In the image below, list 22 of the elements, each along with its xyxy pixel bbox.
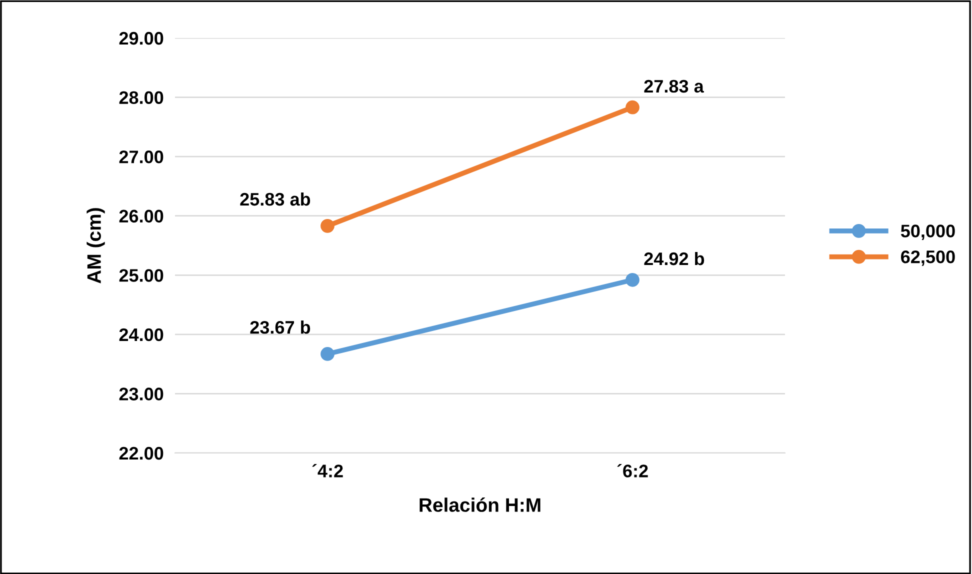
legend-label: 62,500 — [901, 250, 955, 266]
y-tick-label: 26.00 — [119, 210, 164, 223]
y-tick-label: 23.00 — [119, 388, 164, 400]
data-label: 24.92 b — [644, 252, 704, 266]
y-axis-title: AM (cm) — [86, 208, 105, 284]
x-tick-label: ´6:2 — [617, 464, 648, 478]
point — [320, 347, 334, 361]
point — [320, 218, 334, 233]
point — [626, 100, 640, 114]
y-tick-label: 27.00 — [119, 150, 164, 164]
x-axis-title: Relación H:M — [420, 497, 540, 512]
x-tick-label: ´4:2 — [312, 464, 343, 478]
y-tick-label: 29.00 — [119, 32, 164, 45]
legend-label: 50,000 — [900, 224, 955, 240]
y-tick-label: 25.00 — [119, 269, 164, 282]
data-label: 23.67 b — [250, 320, 310, 334]
y-tick-label: 24.00 — [119, 328, 164, 342]
point — [626, 272, 640, 287]
y-tick-label: 28.00 — [119, 91, 164, 104]
data-label: 27.83 a — [644, 80, 704, 93]
data-label: 25.83 ab — [240, 192, 310, 206]
y-tick-label: 22.00 — [119, 446, 164, 460]
